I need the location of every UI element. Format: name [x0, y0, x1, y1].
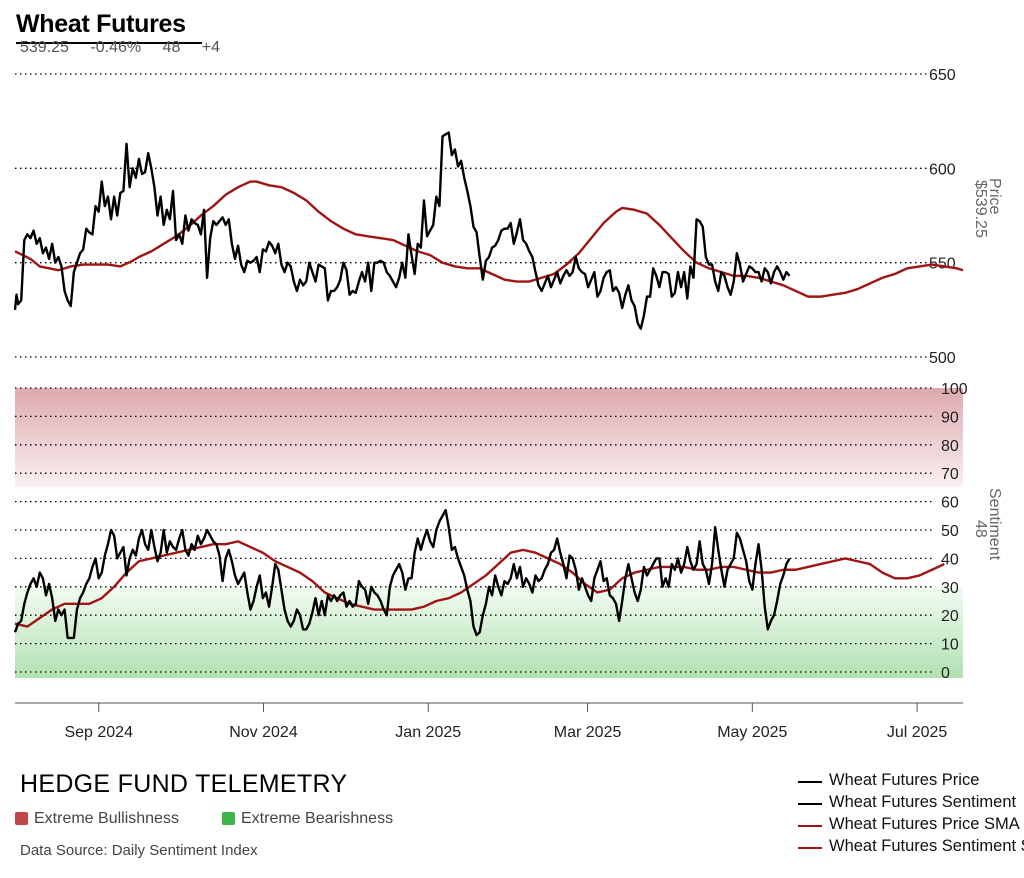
legend-line-sentiment: [798, 803, 822, 805]
sentiment-axis-value: 48: [972, 520, 989, 538]
legend-line-price: [798, 781, 822, 783]
sentiment-sma-line: [14, 540, 945, 628]
legend-label-sentiment: Wheat Futures Sentiment: [829, 793, 1017, 811]
chart-title: Wheat Futures: [16, 10, 186, 38]
legend-item-price-sma: Wheat Futures Price SMA: [798, 814, 1024, 836]
sentiment-tick-label: 90: [941, 409, 959, 426]
data-source: Data Source: Daily Sentiment Index: [20, 842, 258, 859]
sentiment-tick-label: 40: [941, 551, 959, 568]
sentiment-line: [13, 508, 791, 640]
brand-title: HEDGE FUND TELEMETRY: [20, 770, 348, 798]
stat-price: 539.25: [20, 39, 69, 56]
stats-row: 539.25 -0.46% 48 +4: [20, 39, 237, 57]
bearish-zone: [15, 586, 963, 678]
bearish-legend-label: Extreme Bearishness: [241, 810, 394, 827]
sentiment-tick-label: 10: [941, 637, 959, 654]
price-tick-label: 600: [929, 161, 956, 178]
legend-label-price-sma: Wheat Futures Price SMA: [829, 815, 1020, 833]
legend-label-sentiment-sma: Wheat Futures Sentiment SMA: [829, 837, 1024, 855]
legend-label-price: Wheat Futures Price: [829, 771, 980, 789]
stat-change-pct: -0.46%: [90, 39, 142, 56]
bullish-zone: [15, 388, 963, 488]
series-legend: Wheat Futures Price Wheat Futures Sentim…: [798, 770, 1024, 858]
title-underline: [16, 42, 202, 44]
x-tick-label: May 2025: [717, 724, 787, 741]
price-tick-label: 650: [929, 67, 956, 84]
bullish-legend-label: Extreme Bullishness: [34, 810, 179, 827]
legend-item-price: Wheat Futures Price: [798, 770, 1024, 792]
legend-line-price-sma: [798, 825, 822, 827]
sentiment-tick-label: 60: [941, 495, 959, 512]
sentiment-axis-title: Sentiment: [986, 488, 1003, 561]
bullish-swatch: [15, 812, 28, 825]
bearish-swatch: [222, 812, 235, 825]
price-sma-line: [14, 180, 964, 298]
legend-item-sentiment-sma: Wheat Futures Sentiment SMA: [798, 836, 1024, 858]
sentiment-tick-label: 20: [941, 608, 959, 625]
x-tick-label: Jan 2025: [395, 724, 461, 741]
price-axis-title: Price: [986, 178, 1003, 215]
price-line: [13, 131, 791, 330]
price-tick-label: 550: [929, 256, 956, 273]
chart-canvas: 500 550 600 650 0 10 20 30 40 50 60 70 80 90 100 Pric…: [13, 67, 1003, 741]
stat-sentiment-change: +4: [201, 39, 221, 56]
legend-item-sentiment: Wheat Futures Sentiment: [798, 792, 1024, 814]
price-axis-value: $539.25: [972, 180, 989, 238]
sentiment-tick-label: 80: [941, 438, 959, 455]
sentiment-tick-label: 50: [941, 523, 959, 540]
sentiment-tick-label: 100: [941, 381, 968, 398]
sentiment-tick-label: 30: [941, 580, 959, 597]
legend-line-sentiment-sma: [798, 847, 822, 849]
x-tick-label: Jul 2025: [887, 724, 948, 741]
price-tick-label: 500: [929, 350, 956, 367]
stat-sentiment: 48: [162, 39, 181, 56]
x-tick-label: Mar 2025: [554, 724, 622, 741]
sentiment-tick-label: 70: [941, 466, 959, 483]
x-tick-label: Nov 2024: [229, 724, 298, 741]
sentiment-tick-label: 0: [941, 665, 950, 682]
x-tick-label: Sep 2024: [64, 724, 133, 741]
